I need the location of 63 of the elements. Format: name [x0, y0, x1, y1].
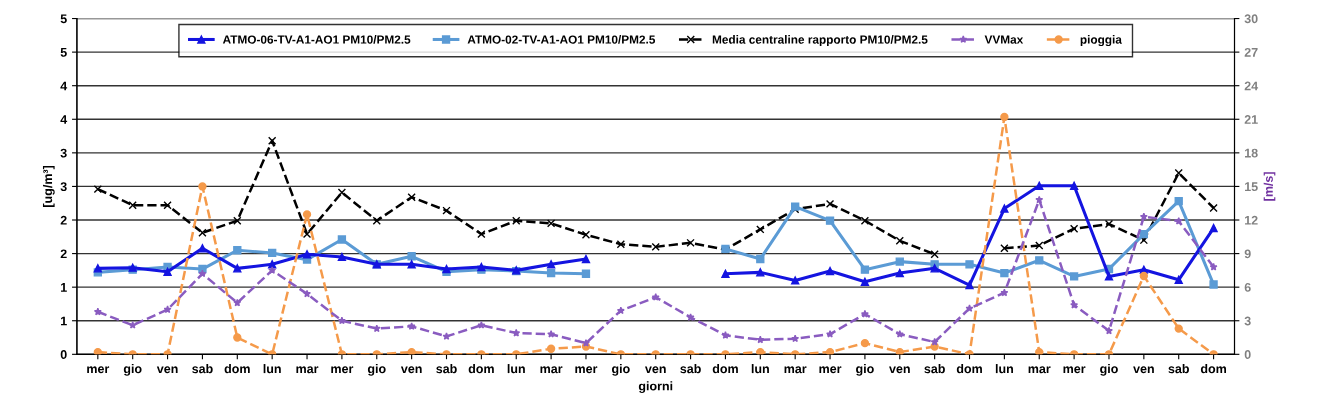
x-tick-label: gio: [856, 364, 874, 376]
x-tick-label: dom: [956, 364, 982, 374]
y-tick-label: 4: [60, 81, 68, 91]
y2-tick-label: 3: [1244, 316, 1251, 326]
y2-tick-label: 12: [1245, 215, 1258, 225]
y-tick-label: 1: [61, 316, 67, 326]
y2-tick-label: 0: [1244, 350, 1251, 359]
legend-label: ATMO-02-TV-A1-AO1 PM10/PM2.5: [467, 35, 656, 44]
y2-tick-label: 30: [1244, 14, 1258, 24]
y-tick-label: 1: [61, 283, 67, 292]
y2-tick-label: 24: [1244, 81, 1259, 91]
x-tick-label: mar: [1028, 366, 1051, 374]
x-tick-label: gio: [123, 364, 142, 376]
x-tick-label: mar: [784, 366, 807, 374]
y2-tick-label: 15: [1245, 182, 1258, 192]
y-tick-label: 2: [60, 215, 67, 225]
x-tick-label: sab: [436, 364, 457, 374]
legend-label: pioggia: [1080, 35, 1122, 47]
y-tick-label: 5: [60, 48, 67, 57]
y-tick-label: 3: [60, 182, 67, 192]
x-tick-label: dom: [468, 364, 494, 374]
y-tick-label: 5: [60, 14, 67, 24]
x-axis-title: giorni: [638, 381, 673, 394]
x-tick-label: sab: [192, 364, 213, 374]
x-tick-label: gio: [367, 364, 386, 376]
x-tick-label: ven: [1133, 366, 1154, 374]
x-tick-label: ven: [889, 366, 910, 374]
y2-tick-label: 9: [1244, 249, 1251, 259]
y2-axis-title: [m/s]: [1263, 172, 1276, 201]
x-tick-label: ven: [156, 366, 178, 374]
y-tick-label: 2: [60, 249, 67, 259]
y-tick-label: 0: [60, 350, 67, 359]
x-tick-label: lun: [995, 364, 1013, 374]
x-tick-label: mar: [296, 366, 319, 374]
y2-tick-label: 18: [1245, 148, 1258, 158]
x-tick-label: mer: [575, 366, 598, 374]
x-tick-label: gio: [611, 364, 630, 376]
x-tick-label: ven: [400, 366, 422, 374]
legend-label: Media centraline rapporto PM10/PM2.5: [712, 35, 928, 47]
x-tick-label: sab: [924, 364, 945, 374]
legend-label: ATMO-06-TV-A1-AO1 PM10/PM2.5: [222, 35, 411, 44]
x-tick-label: dom: [224, 364, 250, 374]
x-tick-label: dom: [712, 364, 738, 374]
x-tick-label: mer: [87, 366, 110, 374]
y2-tick-label: 21: [1244, 115, 1258, 124]
x-tick-label: lun: [507, 364, 525, 374]
y-axis-title: [ug/m³]: [42, 165, 55, 207]
x-tick-label: dom: [1200, 364, 1226, 374]
x-tick-label: lun: [263, 364, 281, 374]
x-tick-label: sab: [680, 364, 701, 374]
x-tick-label: mar: [540, 366, 563, 374]
x-tick-label: mer: [1063, 366, 1086, 374]
x-tick-label: sab: [1168, 364, 1189, 374]
legend-label: VVMax: [984, 35, 1024, 44]
y2-tick-label: 6: [1244, 282, 1251, 292]
x-tick-label: ven: [644, 366, 666, 374]
y-tick-label: 3: [60, 148, 67, 158]
y2-tick-label: 27: [1244, 47, 1258, 57]
x-tick-label: mer: [331, 366, 354, 374]
x-tick-label: lun: [751, 364, 769, 374]
x-tick-label: mer: [819, 366, 842, 374]
y-tick-label: 4: [60, 115, 68, 124]
x-tick-label: gio: [1100, 364, 1118, 376]
